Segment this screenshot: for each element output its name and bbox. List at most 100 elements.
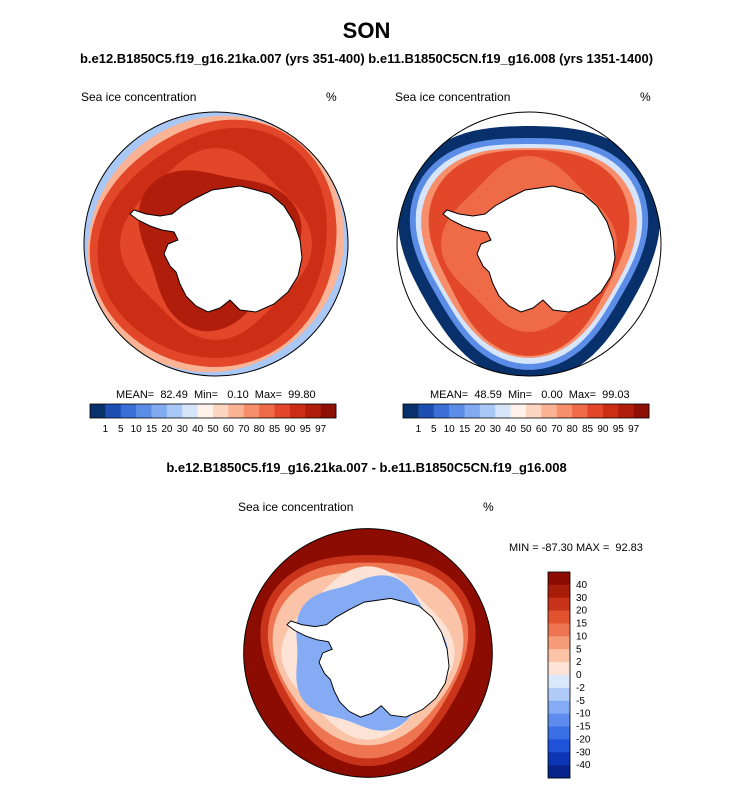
difference-colorbar-tick-label: 15 bbox=[576, 619, 588, 630]
panel2-colorbar-swatch-15 bbox=[633, 404, 650, 418]
difference-colorbar-tick-label: 10 bbox=[576, 631, 588, 642]
panel2-colorbar-swatch-6 bbox=[495, 404, 511, 418]
panel1-colorbar-swatch-2 bbox=[120, 404, 137, 418]
panel1-colorbar-swatch-6 bbox=[182, 404, 198, 418]
panel1-colorbar-swatch-11 bbox=[259, 404, 275, 418]
difference-colorbar-tick-label: -40 bbox=[576, 760, 591, 771]
difference-colorbar-tick-label: -30 bbox=[576, 747, 591, 758]
difference-colorbar-swatch-0 bbox=[548, 572, 570, 586]
difference-colorbar-tick-label: 2 bbox=[576, 657, 582, 668]
panel2-colorbar-tick-label: 1 bbox=[416, 424, 422, 435]
difference-colorbar-tick-label: -20 bbox=[576, 734, 591, 745]
panel2-colorbar-tick-label: 90 bbox=[597, 424, 609, 435]
panel1-colorbar-tick-label: 85 bbox=[269, 424, 281, 435]
panel1-colorbar-tick-label: 50 bbox=[207, 424, 219, 435]
panel2-colorbar-swatch-7 bbox=[510, 404, 527, 418]
difference-units: % bbox=[483, 500, 494, 514]
panel1-colorbar-tick-label: 15 bbox=[146, 424, 158, 435]
difference-colorbar-swatch-11 bbox=[548, 713, 570, 727]
panel1-colorbar-tick-label: 40 bbox=[192, 424, 204, 435]
panel1-colorbar-tick-label: 60 bbox=[223, 424, 235, 435]
difference-colorbar-swatch-9 bbox=[548, 687, 570, 702]
panel2-colorbar-tick-label: 5 bbox=[431, 424, 437, 435]
panel2-colorbar-border bbox=[402, 403, 650, 419]
panel1-colorbar-swatch-13 bbox=[289, 404, 306, 418]
difference-colorbar-swatch-2 bbox=[548, 597, 570, 611]
difference-colorbar-swatch-6 bbox=[548, 649, 570, 663]
difference-colorbar-swatch-1 bbox=[548, 584, 570, 599]
panel1-colorbar-tick-label: 20 bbox=[161, 424, 173, 435]
map2-antarctica-outline bbox=[442, 185, 616, 313]
panel1-colorbar-swatch-9 bbox=[228, 404, 245, 418]
difference-colorbar-swatch-3 bbox=[548, 610, 570, 624]
difference-colorbar-tick-label: -5 bbox=[576, 696, 585, 707]
panel1-colorbar-tick-label: 70 bbox=[238, 424, 250, 435]
difference-stats: MIN = -87.30 MAX = 92.83 bbox=[509, 542, 643, 554]
panel2-colorbar: 1 5 10 15 20 30 40 50 60 70 80 85 90 95 97 bbox=[402, 403, 650, 435]
panel2-units: % bbox=[640, 90, 651, 104]
difference-map bbox=[243, 528, 493, 778]
panel2-colorbar-tick-label: 85 bbox=[582, 424, 594, 435]
panel1-colorbar-swatch-4 bbox=[151, 404, 168, 418]
difference-colorbar-border bbox=[547, 571, 571, 779]
panel2-colorbar-tick-label: 95 bbox=[613, 424, 625, 435]
panel1-colorbar-swatch-0 bbox=[90, 404, 106, 418]
panel1-units: % bbox=[326, 90, 337, 104]
difference-colorbar-swatch-8 bbox=[548, 675, 570, 689]
map1-antarctica-outline bbox=[129, 185, 303, 313]
panel2-colorbar-swatch-9 bbox=[541, 404, 558, 418]
panel2-colorbar-tick-label: 80 bbox=[567, 424, 579, 435]
panel1-colorbar-swatch-7 bbox=[197, 404, 214, 418]
panel1-colorbar-tick-label: 30 bbox=[177, 424, 189, 435]
panel2-colorbar-tick-label: 70 bbox=[551, 424, 563, 435]
difference-colorbar-swatch-12 bbox=[548, 726, 570, 740]
difference-colorbar-tick-label: 5 bbox=[576, 644, 582, 655]
difference-title: b.e12.B1850C5.f19_g16.21ka.007 - b.e11.B… bbox=[166, 460, 567, 475]
panel1-colorbar-tick-label: 95 bbox=[300, 424, 312, 435]
map3-field bbox=[243, 528, 493, 778]
panel1-colorbar-swatch-1 bbox=[105, 404, 122, 418]
panel2-colorbar-swatch-10 bbox=[556, 404, 573, 418]
panel1-colorbar-swatch-14 bbox=[305, 404, 321, 418]
panel2-colorbar-swatch-2 bbox=[433, 404, 450, 418]
panel1-colorbar-border bbox=[89, 403, 337, 419]
panel2-colorbar-swatch-1 bbox=[418, 404, 435, 418]
panel2-colorbar-swatch-3 bbox=[449, 404, 465, 418]
panel1-colorbar-swatch-8 bbox=[213, 404, 229, 418]
panel1-colorbar-tick-label: 80 bbox=[254, 424, 266, 435]
difference-colorbar-tick-label: 40 bbox=[576, 580, 588, 591]
panel2-map bbox=[396, 111, 662, 377]
difference-colorbar-swatch-14 bbox=[548, 752, 570, 766]
panel2-colorbar-tick-label: 97 bbox=[628, 424, 640, 435]
panel1-colorbar-tick-label: 90 bbox=[284, 424, 296, 435]
difference-colorbar-tick-label: -10 bbox=[576, 709, 591, 720]
panel2-colorbar-tick-label: 30 bbox=[490, 424, 502, 435]
map1-frame bbox=[83, 111, 349, 377]
panel2-label: Sea ice concentration bbox=[395, 90, 511, 104]
page-title: SON bbox=[342, 18, 391, 43]
panel1-colorbar: 1 5 10 15 20 30 40 50 60 70 80 85 90 95 97 bbox=[89, 403, 337, 435]
map1-field bbox=[84, 112, 348, 376]
panel1-colorbar-tick-label: 97 bbox=[315, 424, 327, 435]
difference-colorbar-tick-label: -2 bbox=[576, 683, 585, 694]
panel2-colorbar-tick-label: 15 bbox=[459, 424, 471, 435]
difference-colorbar-swatch-15 bbox=[548, 765, 570, 779]
panel1-colorbar-swatch-12 bbox=[274, 404, 291, 418]
panel1-label: Sea ice concentration bbox=[81, 90, 197, 104]
difference-colorbar-tick-label: 0 bbox=[576, 670, 582, 681]
difference-colorbar-swatch-4 bbox=[548, 623, 570, 637]
panel2-colorbar-swatch-14 bbox=[618, 404, 634, 418]
panel2-colorbar-tick-label: 50 bbox=[520, 424, 532, 435]
difference-colorbar-swatch-5 bbox=[548, 636, 570, 650]
panel2-colorbar-tick-label: 60 bbox=[536, 424, 548, 435]
panel2-colorbar-swatch-13 bbox=[602, 404, 619, 418]
panel1-colorbar-tick-label: 10 bbox=[131, 424, 143, 435]
panel1-colorbar-swatch-10 bbox=[243, 404, 260, 418]
panel1-stats: MEAN= 82.49 Min= 0.10 Max= 99.80 bbox=[116, 389, 316, 401]
panel1-colorbar-swatch-5 bbox=[166, 404, 183, 418]
panel2-colorbar-swatch-12 bbox=[587, 404, 604, 418]
map3-antarctica-outline bbox=[286, 597, 450, 718]
panel2-colorbar-tick-label: 10 bbox=[444, 424, 456, 435]
panel2-colorbar-swatch-8 bbox=[526, 404, 542, 418]
